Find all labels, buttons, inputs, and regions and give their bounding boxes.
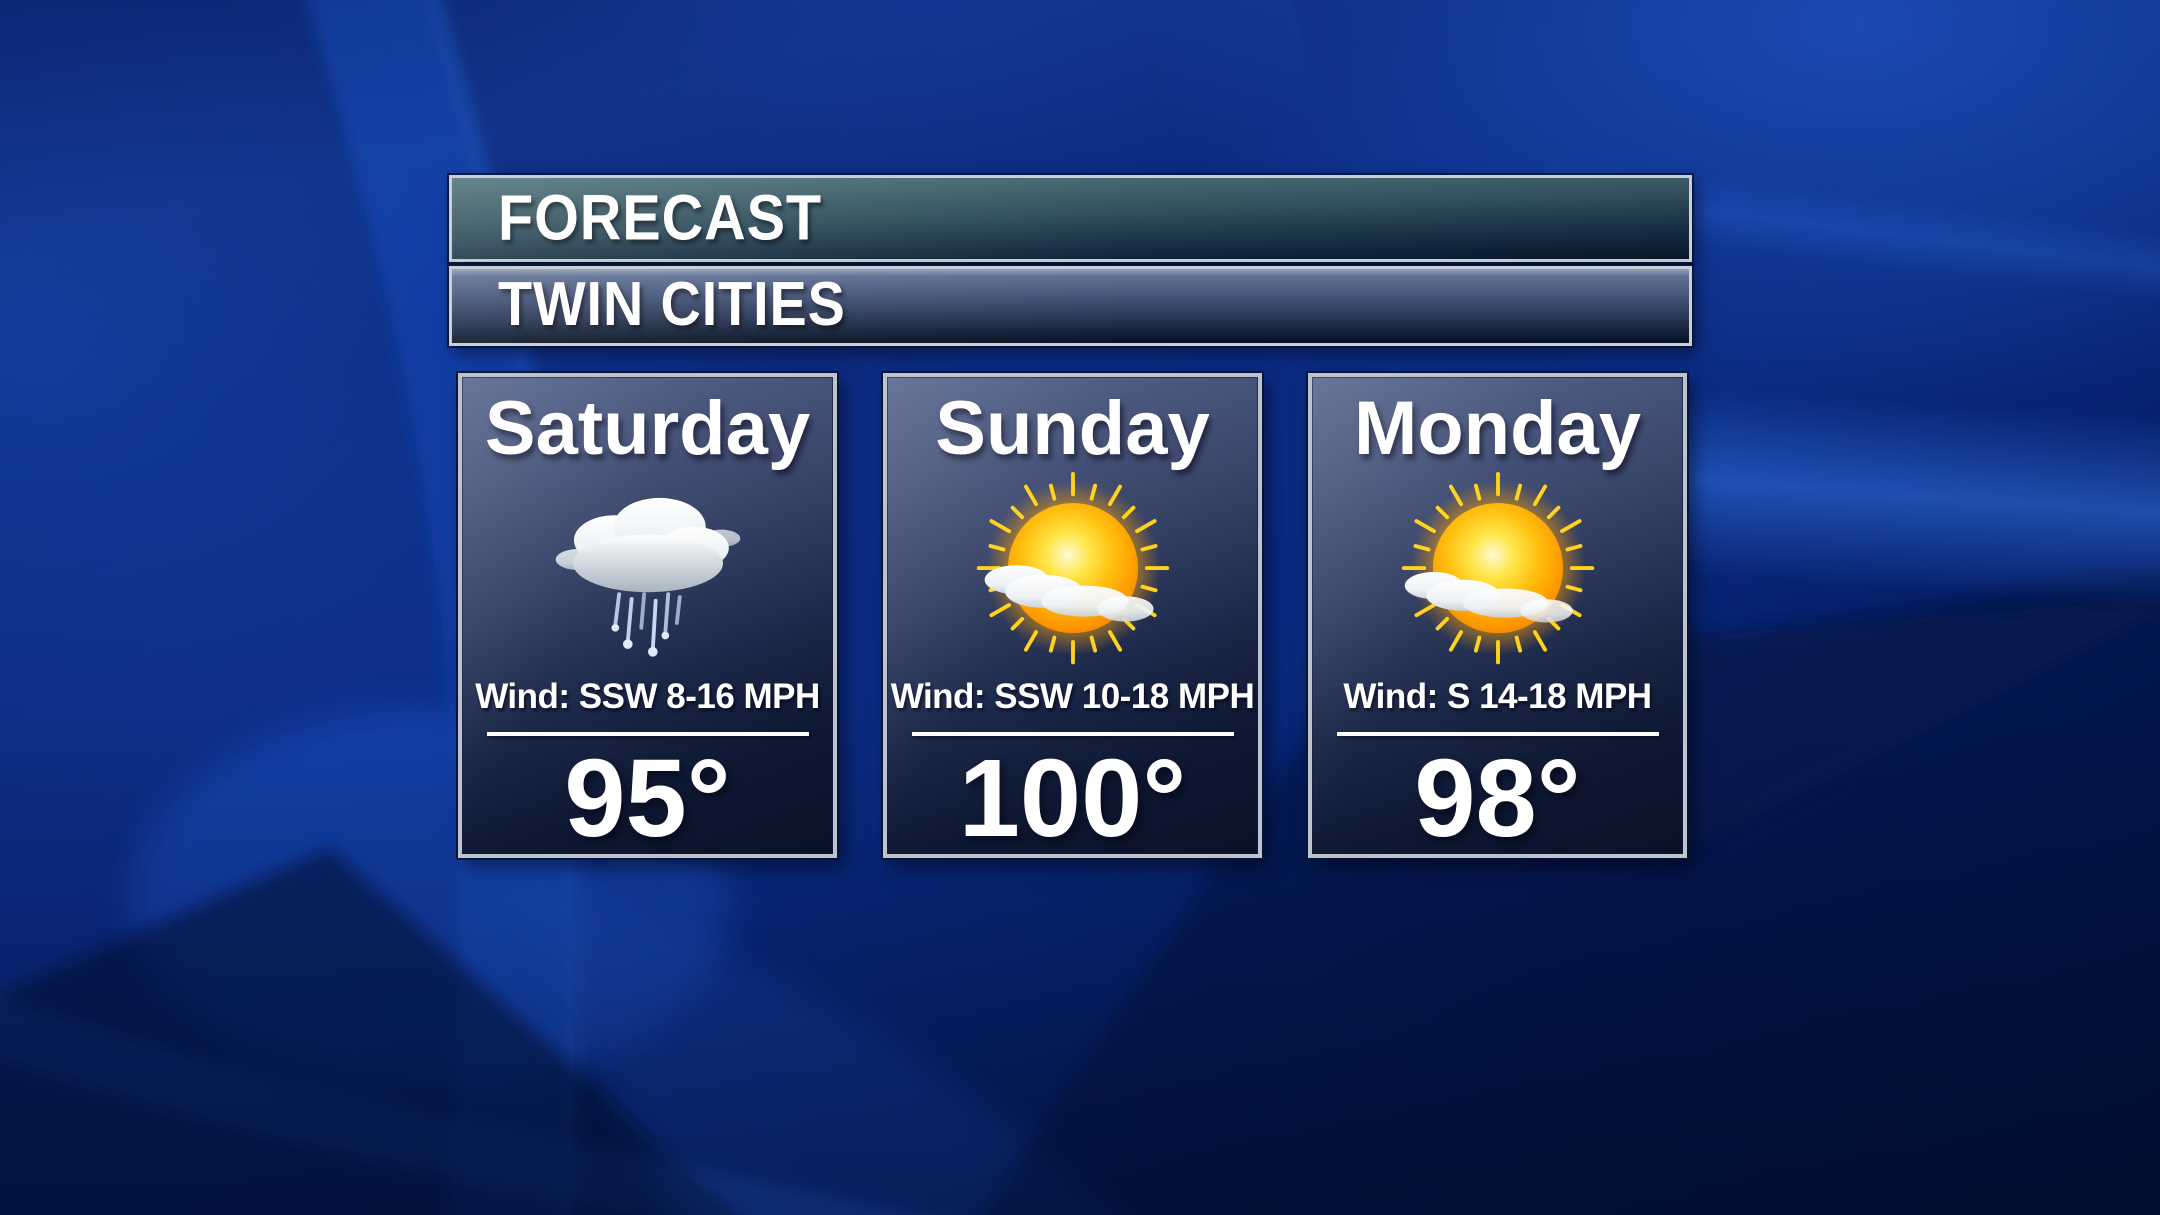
forecast-header-bar: FORECAST xyxy=(449,175,1692,262)
forecast-card-monday: Monday xyxy=(1308,373,1687,858)
wind-label: Wind: SSW 8-16 MPH xyxy=(475,676,820,716)
forecast-banner: FORECAST TWIN CITIES xyxy=(449,175,1692,346)
forecast-cards-row: Saturday xyxy=(458,373,1687,858)
divider xyxy=(1336,731,1659,736)
day-label: Monday xyxy=(1353,386,1642,471)
day-label: Sunday xyxy=(935,386,1210,471)
temperature-label: 95° xyxy=(564,737,731,860)
divider xyxy=(911,731,1234,736)
forecast-card-sunday: Sunday xyxy=(883,373,1262,858)
temperature-label: 98° xyxy=(1414,737,1581,860)
day-label: Saturday xyxy=(484,386,811,471)
rain-cloud-icon xyxy=(517,471,779,673)
forecast-title: FORECAST xyxy=(498,181,822,254)
wind-label: Wind: S 14-18 MPH xyxy=(1343,676,1652,716)
divider xyxy=(486,731,809,736)
temperature-label: 100° xyxy=(958,737,1187,860)
mostly-sunny-icon xyxy=(942,471,1204,673)
mostly-sunny-icon xyxy=(1367,471,1629,673)
location-header-bar: TWIN CITIES xyxy=(449,266,1692,346)
wind-label: Wind: SSW 10-18 MPH xyxy=(890,676,1255,716)
location-title: TWIN CITIES xyxy=(498,270,846,340)
forecast-card-saturday: Saturday xyxy=(458,373,837,858)
